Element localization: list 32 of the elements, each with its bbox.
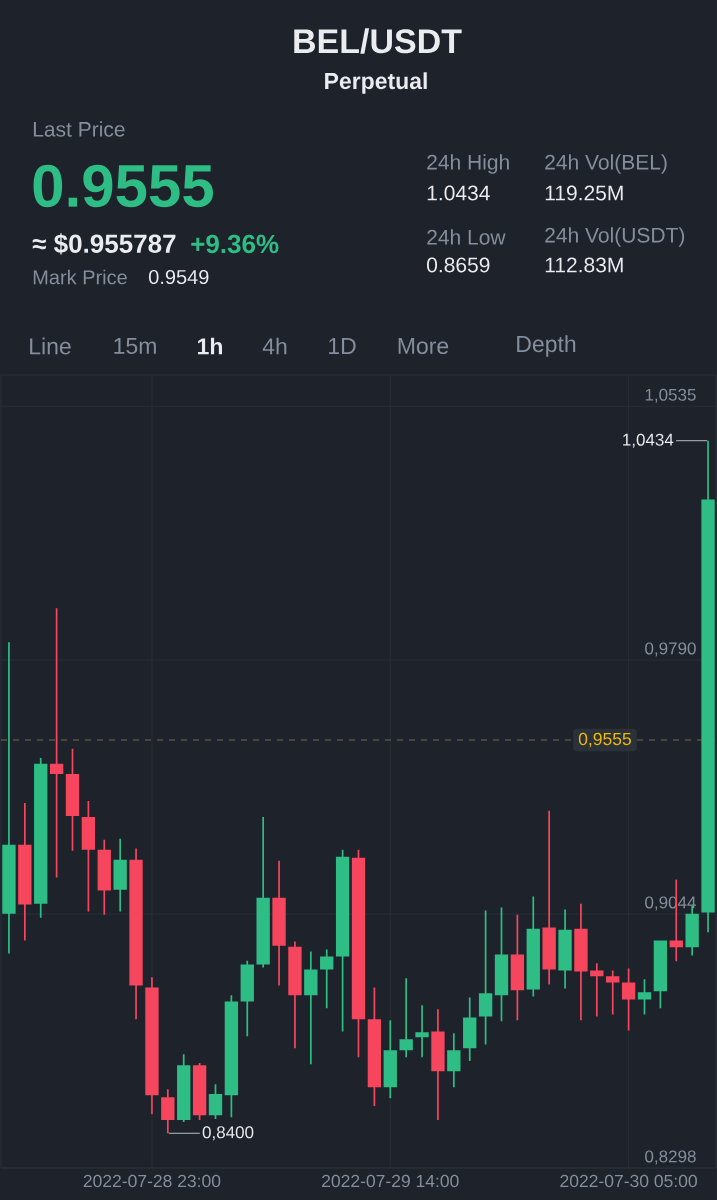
y-tick-label: 1,0535 bbox=[645, 388, 696, 403]
y-tick-label: 0,8298 bbox=[645, 1150, 696, 1165]
text: ≈ $0.955787 bbox=[32, 233, 176, 255]
y-tick-label: 0,9790 bbox=[645, 642, 696, 657]
text: Mark Price bbox=[33, 269, 127, 285]
x-tick-label: 2022-07-28 23:00 bbox=[83, 1174, 221, 1188]
text: 0.8659 bbox=[427, 257, 490, 273]
chart-title: BEL/USDT bbox=[294, 28, 462, 54]
text: 15m bbox=[114, 337, 156, 355]
chart-subtitle: Perpetual bbox=[325, 72, 427, 94]
text: 1.0434 bbox=[427, 185, 490, 201]
x-tick-label: 2022-07-29 14:00 bbox=[322, 1174, 459, 1188]
text: 4h bbox=[262, 337, 287, 355]
text: 24h Vol(USDT) bbox=[545, 227, 685, 247]
text: Line bbox=[30, 337, 71, 355]
text: +9.36% bbox=[191, 234, 279, 254]
text: 1h bbox=[198, 337, 222, 355]
text: More bbox=[398, 337, 449, 355]
text: 24h Low bbox=[427, 229, 506, 245]
text: 24h Vol(BEL) bbox=[545, 154, 667, 174]
text: Depth bbox=[517, 335, 576, 357]
text: 119.25M bbox=[545, 185, 623, 201]
text: 0.9549 bbox=[148, 269, 209, 285]
x-tick-label: 2022-07-30 05:00 bbox=[560, 1174, 697, 1188]
text: 1D bbox=[329, 338, 356, 354]
annotation: 1,0434 bbox=[623, 433, 674, 448]
annotation: 0,8400 bbox=[202, 1126, 254, 1141]
text: 0.9555 bbox=[33, 164, 214, 208]
ref-line-label: 0,9555 bbox=[578, 732, 631, 748]
text: 112.83M bbox=[545, 257, 623, 273]
text: Last Price bbox=[33, 121, 125, 137]
text: 24h High bbox=[427, 154, 509, 174]
